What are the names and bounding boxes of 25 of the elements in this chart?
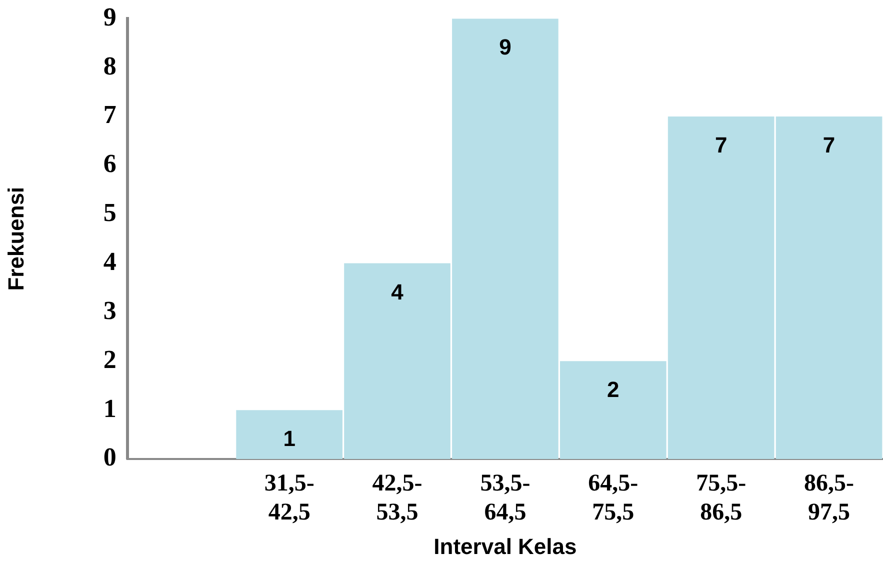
x-tick-label: 42,5-53,5 — [372, 470, 422, 526]
data-label: 1 — [283, 426, 296, 452]
x-tick-label: 86,5-97,5 — [804, 470, 854, 526]
y-tick-label: 8 — [103, 51, 116, 80]
data-label: 7 — [822, 132, 836, 158]
y-tick-label: 7 — [103, 100, 116, 130]
x-axis-title: Interval Kelas — [434, 534, 577, 559]
y-tick-label: 5 — [103, 198, 116, 228]
y-tick-label: 0 — [103, 442, 116, 472]
x-tick-label: 64,5-75,5 — [588, 470, 638, 526]
data-label: 9 — [499, 34, 512, 60]
y-tick-label: 9 — [103, 2, 116, 32]
data-label: 4 — [391, 279, 404, 304]
data-label: 2 — [607, 377, 620, 402]
bar — [776, 116, 882, 459]
y-tick-label: 3 — [103, 296, 116, 325]
y-tick-label: 6 — [103, 149, 116, 178]
y-tick-label: 4 — [103, 246, 116, 276]
x-tick-label: 31,5-42,5 — [264, 470, 314, 526]
y-tick-label: 2 — [103, 344, 116, 374]
x-tick-label: 75,5-86,5 — [696, 470, 746, 526]
x-tick-label: 53,5-64,5 — [480, 470, 530, 526]
y-tick-label: 1 — [103, 394, 116, 423]
data-label: 7 — [714, 132, 728, 158]
y-axis-title: Frekuensi — [3, 186, 28, 291]
